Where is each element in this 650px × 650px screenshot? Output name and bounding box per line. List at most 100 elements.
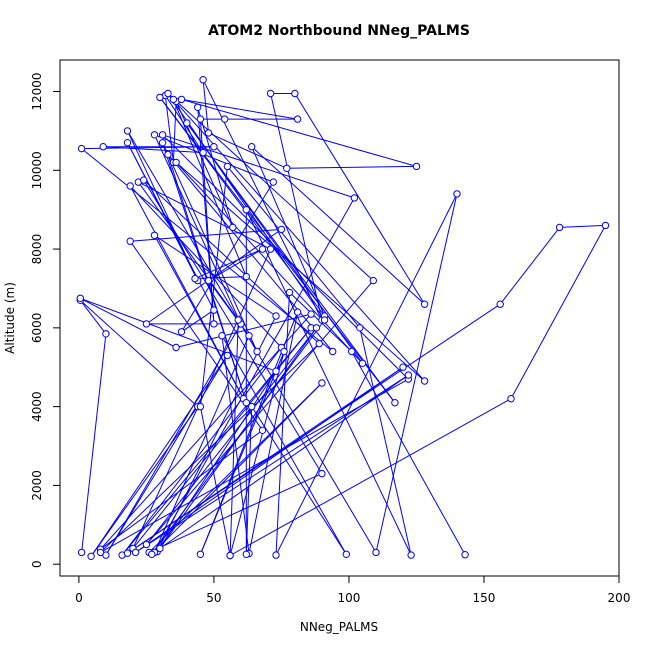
data-point bbox=[164, 150, 172, 159]
data-point bbox=[204, 129, 213, 137]
series-segment bbox=[143, 179, 323, 474]
series-segment bbox=[129, 185, 245, 399]
data-point bbox=[77, 144, 86, 153]
series-segment bbox=[221, 335, 347, 555]
data-point bbox=[199, 148, 207, 157]
series-segment bbox=[127, 130, 199, 281]
series-segment bbox=[229, 319, 239, 556]
data-point bbox=[96, 548, 105, 557]
series-segment bbox=[162, 134, 355, 199]
series-segment bbox=[154, 197, 355, 553]
data-point bbox=[350, 194, 359, 202]
series-segment bbox=[159, 97, 396, 404]
data-point bbox=[242, 399, 251, 407]
series-segment bbox=[245, 209, 412, 556]
series-segment bbox=[229, 351, 285, 556]
data-point bbox=[358, 359, 367, 367]
series-segment bbox=[162, 134, 409, 380]
series-segment bbox=[90, 406, 199, 557]
series-segment bbox=[154, 335, 250, 553]
series-segment bbox=[375, 193, 458, 553]
data-point bbox=[248, 402, 256, 411]
series-path bbox=[79, 79, 606, 557]
data-point bbox=[293, 308, 302, 316]
series-segment bbox=[286, 165, 417, 169]
data-point bbox=[285, 288, 294, 297]
series-segment bbox=[175, 162, 363, 364]
data-point bbox=[496, 300, 504, 308]
data-point bbox=[196, 402, 205, 411]
series-segment bbox=[105, 355, 228, 556]
data-point bbox=[102, 330, 110, 338]
data-point bbox=[399, 363, 407, 371]
data-point bbox=[420, 377, 429, 385]
data-point bbox=[245, 332, 253, 340]
data-point bbox=[183, 119, 191, 127]
series-segment bbox=[129, 185, 282, 348]
data-point bbox=[164, 89, 172, 98]
data-point bbox=[272, 312, 280, 320]
data-point bbox=[77, 548, 86, 557]
y-tick-label: 8000 bbox=[30, 234, 44, 265]
data-point bbox=[196, 115, 205, 123]
data-point bbox=[131, 548, 140, 557]
series-segment bbox=[181, 309, 215, 333]
data-point bbox=[420, 300, 429, 308]
data-point bbox=[307, 310, 315, 318]
data-point bbox=[315, 339, 323, 348]
data-point bbox=[242, 272, 251, 281]
y-axis-label: Altitude (m) bbox=[3, 282, 17, 354]
data-point bbox=[172, 158, 180, 167]
series-segment bbox=[143, 179, 320, 344]
data-point bbox=[412, 162, 421, 171]
data-point bbox=[150, 231, 159, 240]
data-point bbox=[223, 162, 232, 171]
data-point bbox=[148, 550, 156, 558]
series-segment bbox=[154, 134, 242, 325]
chart-title: ATOM2 Northbound NNeg_PALMS bbox=[208, 23, 470, 39]
data-point bbox=[76, 294, 85, 302]
series-segment bbox=[156, 370, 277, 552]
data-point bbox=[156, 93, 164, 102]
data-point bbox=[266, 245, 275, 253]
series-segment bbox=[202, 79, 209, 133]
y-tick-label: 10000 bbox=[30, 151, 44, 189]
data-point bbox=[123, 549, 132, 557]
data-point bbox=[142, 540, 151, 549]
series-markers bbox=[76, 76, 610, 560]
data-point bbox=[253, 347, 261, 356]
series-segment bbox=[127, 303, 501, 554]
data-point bbox=[172, 343, 180, 352]
plot-frame bbox=[59, 59, 620, 577]
x-tick-label: 100 bbox=[337, 591, 360, 605]
y-tick-label: 4000 bbox=[30, 391, 44, 422]
data-point bbox=[142, 320, 151, 328]
data-point bbox=[123, 127, 132, 135]
data-point bbox=[372, 548, 380, 557]
y-tick-label: 0 bbox=[30, 560, 44, 568]
data-point bbox=[194, 103, 202, 112]
data-point bbox=[258, 245, 267, 253]
series-segment bbox=[137, 181, 242, 325]
series-segment bbox=[146, 228, 282, 325]
data-point bbox=[407, 551, 415, 559]
x-axis-label: NNeg_PALMS bbox=[300, 620, 378, 634]
series-segment bbox=[121, 347, 282, 556]
data-point bbox=[140, 176, 148, 184]
data-point bbox=[320, 316, 329, 324]
data-point bbox=[242, 206, 251, 214]
series-segment bbox=[351, 351, 466, 555]
data-point bbox=[293, 115, 302, 123]
series-segment bbox=[181, 181, 274, 333]
series-segment bbox=[159, 374, 409, 549]
series-segment bbox=[154, 134, 274, 183]
x-tick-label: 150 bbox=[473, 591, 496, 605]
data-point bbox=[126, 182, 134, 190]
series-segment bbox=[159, 327, 317, 549]
data-point bbox=[191, 274, 199, 283]
data-point bbox=[210, 320, 218, 328]
y-tick-label: 6000 bbox=[30, 313, 44, 344]
data-point bbox=[318, 469, 326, 478]
series-segment bbox=[135, 366, 404, 553]
